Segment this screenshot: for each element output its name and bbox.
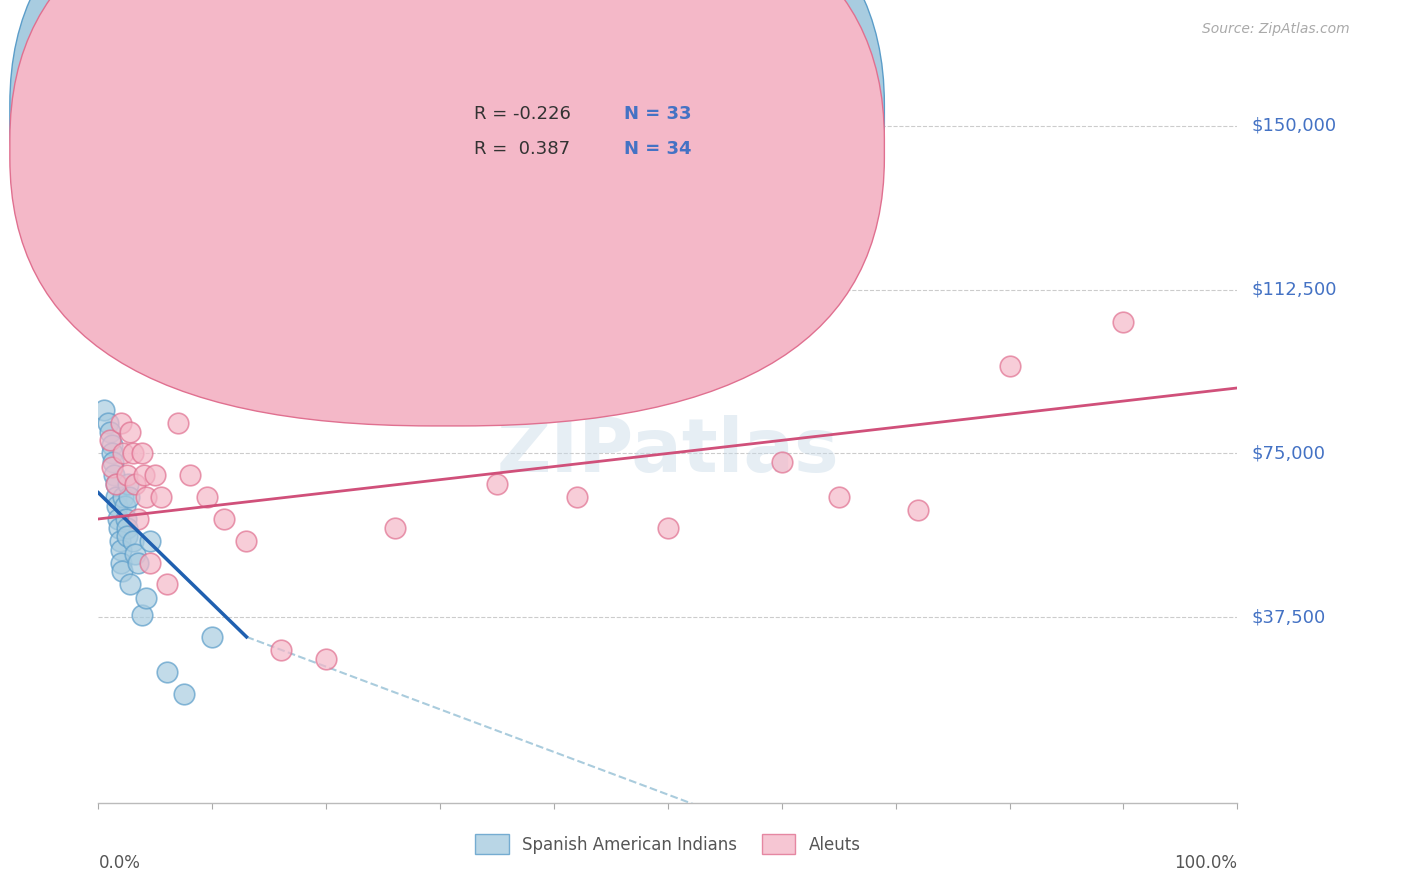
Point [173,687,195,701]
Point [124,477,146,491]
Point [112,446,135,460]
Point [145,468,167,483]
Point [101,446,124,460]
Point [1112,315,1135,329]
Point [138,533,160,548]
Point [828,490,851,504]
Point [120,425,142,439]
Point [150,490,173,504]
Point [121,533,143,548]
Point [98,434,121,448]
Text: $150,000: $150,000 [1251,117,1336,135]
Point [998,359,1021,373]
Point [105,499,128,513]
Point [112,490,135,504]
Point [101,438,124,452]
Text: 0.0%: 0.0% [98,854,141,872]
Point [486,477,509,491]
Point [104,490,127,504]
Point [235,533,257,548]
Point [96,416,118,430]
Point [770,455,793,469]
Text: N = 33: N = 33 [624,104,692,123]
Point [120,577,142,591]
Point [107,512,129,526]
Point [114,512,136,526]
Point [135,591,157,605]
Point [167,416,190,430]
Point [212,512,235,526]
Text: N = 34: N = 34 [624,139,692,158]
Point [103,455,125,469]
Point [117,477,139,491]
Text: R = -0.226: R = -0.226 [474,104,571,123]
Point [384,521,406,535]
Point [101,459,124,474]
Point [110,556,132,570]
Point [115,521,138,535]
Text: Source: ZipAtlas.com: Source: ZipAtlas.com [1202,22,1350,37]
Point [115,468,138,483]
Point [114,499,136,513]
Point [110,542,132,557]
Text: ZIPatlas: ZIPatlas [496,415,839,488]
Point [108,298,131,312]
Point [111,565,134,579]
Text: R =  0.387: R = 0.387 [474,139,569,158]
Point [124,547,146,561]
Point [132,468,155,483]
Point [201,630,224,644]
Point [131,446,153,460]
Point [121,446,143,460]
Point [98,425,121,439]
Point [104,477,127,491]
Point [270,643,292,657]
Point [156,577,179,591]
Point [156,665,179,679]
Point [907,503,929,517]
Text: $37,500: $37,500 [1251,608,1326,626]
Point [179,468,201,483]
Point [108,521,131,535]
Point [315,651,337,665]
Point [657,521,679,535]
Point [135,490,157,504]
Point [115,529,138,543]
Point [565,490,588,504]
Point [131,607,153,622]
Point [103,468,125,483]
Point [127,512,149,526]
Text: SPANISH AMERICAN INDIAN VS ALEUT HOUSEHOLDER INCOME OVER 65 YEARS CORRELATION CH: SPANISH AMERICAN INDIAN VS ALEUT HOUSEHO… [49,22,863,37]
Text: 100.0%: 100.0% [1174,854,1237,872]
Point [108,533,131,548]
Text: $75,000: $75,000 [1251,444,1326,462]
Point [138,556,160,570]
Text: $112,500: $112,500 [1251,281,1337,299]
Point [93,402,115,417]
Point [110,416,132,430]
Point [195,490,218,504]
Point [118,490,141,504]
Legend: Spanish American Indians, Aleuts: Spanish American Indians, Aleuts [468,828,868,860]
Point [127,556,149,570]
Point [104,477,127,491]
